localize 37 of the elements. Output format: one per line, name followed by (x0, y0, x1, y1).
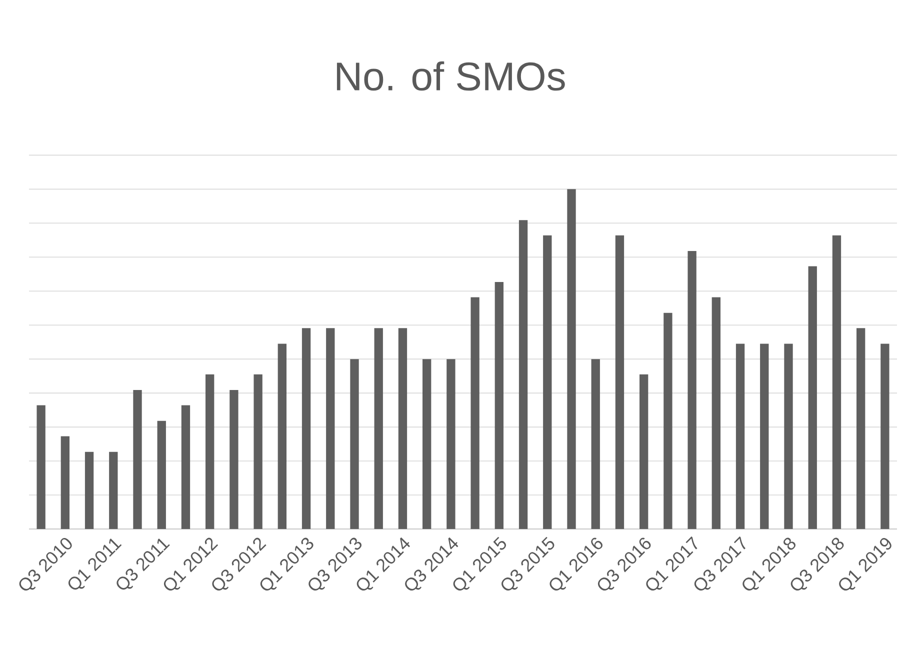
bar (133, 390, 142, 529)
bar (543, 235, 552, 529)
bar (181, 405, 190, 529)
bar (84, 452, 94, 529)
bar (350, 359, 359, 529)
bar (591, 359, 600, 529)
bar (278, 344, 287, 529)
bar (760, 344, 769, 529)
bar (808, 266, 817, 529)
bar (664, 312, 672, 529)
bar (784, 344, 793, 529)
bar (712, 297, 720, 529)
bar (446, 359, 456, 529)
bar (880, 344, 890, 529)
bar (470, 297, 480, 529)
bar (60, 436, 70, 529)
bar (230, 390, 238, 529)
bar (615, 235, 624, 529)
bar (398, 328, 408, 529)
bar (254, 374, 262, 529)
bar (856, 328, 866, 529)
bar (832, 235, 842, 529)
bar (688, 251, 696, 529)
bar (157, 420, 166, 529)
bar (518, 220, 528, 529)
chart-title: No. of SMOs (336, 61, 565, 91)
bar (206, 374, 214, 529)
bar (302, 328, 311, 529)
bar (736, 344, 745, 529)
bar (640, 374, 648, 529)
bar (422, 359, 432, 529)
bar (567, 189, 576, 529)
bar (494, 282, 504, 529)
bar (109, 452, 118, 529)
bar (36, 405, 46, 529)
bar (374, 328, 383, 529)
bar (326, 328, 335, 529)
